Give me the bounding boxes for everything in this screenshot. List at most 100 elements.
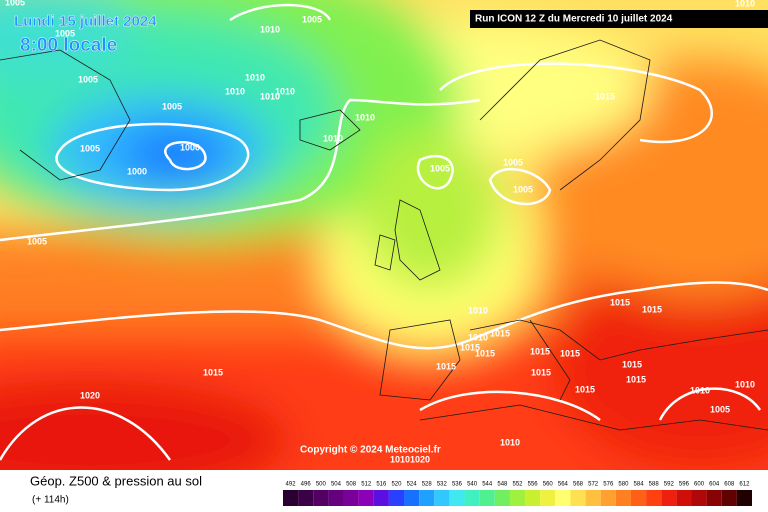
isobars: [0, 3, 768, 461]
legend-label: 508: [346, 482, 357, 488]
isobar-label: 1010: [390, 454, 410, 464]
isobar-label: 1015: [531, 367, 551, 377]
copyright: Copyright © 2024 Meteociel.fr: [300, 445, 441, 456]
isobar-label: 1005: [5, 0, 25, 7]
legend: 492 496 500 504 508 512 516 520 524 528 532 536 540 5…: [283, 482, 752, 506]
legend-swatch: [434, 490, 450, 506]
legend-swatch: [555, 490, 571, 506]
legend-label: 516: [376, 482, 387, 488]
isobar-label: 1015: [642, 304, 662, 314]
legend-label: 552: [512, 482, 523, 488]
legend-swatch: [479, 490, 495, 506]
isobar-label: 1015: [622, 359, 642, 369]
legend-swatch: [494, 490, 510, 506]
legend-label: 580: [618, 482, 629, 488]
legend-label: 492: [286, 482, 297, 488]
run-box: [470, 10, 768, 28]
isobar-label: 1015: [436, 361, 456, 371]
legend-label: 584: [634, 482, 645, 488]
isobar-label: 1005: [430, 163, 450, 173]
isobar-label: 1010: [245, 72, 265, 82]
isobar-label: 1000: [180, 142, 200, 152]
isobar-label: 1010: [468, 332, 488, 342]
legend-swatch: [691, 490, 707, 506]
legend-swatch: [585, 490, 601, 506]
legend-label: 528: [422, 482, 433, 488]
legend-label: 592: [664, 482, 675, 488]
legend-label: 568: [573, 482, 584, 488]
isobar-label: 1010: [275, 86, 295, 96]
isobar-label: 1015: [560, 348, 580, 358]
legend-swatch: [630, 490, 647, 506]
isobar-label: 1010: [500, 437, 520, 447]
legend-label: 544: [482, 482, 493, 488]
isobar-label: 1015: [595, 91, 615, 101]
isobar-label: 1010: [323, 133, 343, 143]
legend-label: 548: [497, 482, 508, 488]
legend-swatch: [328, 490, 344, 506]
coastlines: [0, 39, 768, 431]
isobar-label: 1010: [260, 24, 280, 34]
legend-label: 564: [558, 482, 569, 488]
isobar-label: 1010: [225, 86, 245, 96]
legend-label: 536: [452, 482, 463, 488]
footer-lead: (+ 114h): [32, 495, 69, 506]
legend-label: 596: [679, 482, 690, 488]
legend-swatch: [509, 490, 526, 506]
isobar-label: 1010: [260, 91, 280, 101]
legend-swatch: [464, 490, 480, 506]
legend-label: 520: [391, 482, 402, 488]
legend-swatch: [736, 490, 752, 506]
legend-swatch: [646, 490, 662, 506]
time-label: 8:00 locale: [20, 35, 117, 56]
legend-swatch: [570, 490, 586, 506]
legend-label: 588: [649, 482, 660, 488]
legend-swatch: [358, 490, 374, 506]
legend-swatch: [283, 490, 299, 506]
isobar-label: 1005: [162, 101, 182, 111]
legend-label: 504: [331, 482, 342, 488]
isobar-label: 1005: [55, 28, 75, 38]
isobar-label: 1015: [203, 367, 223, 377]
isobar-label: 1015: [530, 346, 550, 356]
isobar-label: 1010: [735, 379, 755, 389]
legend-swatch: [721, 490, 737, 506]
isobar-label: 1000: [127, 166, 147, 176]
isobar-label: 1015: [490, 328, 510, 338]
legend-label: 576: [603, 482, 614, 488]
legend-swatch: [540, 490, 556, 506]
isobar-label: 1020: [410, 454, 430, 464]
legend-swatch: [388, 490, 405, 506]
legend-label: 600: [694, 482, 705, 488]
legend-swatch: [449, 490, 465, 506]
legend-label: 540: [467, 482, 478, 488]
legend-label: 604: [709, 482, 720, 488]
isobar-label: 1010: [735, 0, 755, 8]
isobar-label: 1015: [610, 297, 630, 307]
legend-swatch: [404, 490, 420, 506]
isobar-label: 1015: [475, 348, 495, 358]
legend-label: 496: [301, 482, 312, 488]
legend-label: 572: [588, 482, 599, 488]
legend-swatch: [373, 490, 389, 506]
isobar-label: 1005: [80, 143, 100, 153]
legend-swatch: [676, 490, 692, 506]
isobar-label: 1015: [460, 342, 480, 352]
legend-swatch: [706, 490, 722, 506]
legend-swatch: [298, 490, 314, 506]
legend-swatch: [661, 490, 677, 506]
isobar-label: 1005: [302, 14, 322, 24]
legend-label: 500: [316, 482, 327, 488]
legend-swatch: [600, 490, 616, 506]
isobar-label: 1005: [513, 184, 533, 194]
legend-swatch: [343, 490, 359, 506]
isobar-label: 1005: [710, 404, 730, 414]
legend-swatch: [313, 490, 329, 506]
legend-label: 512: [361, 482, 372, 488]
legend-label: 608: [724, 482, 735, 488]
legend-swatch: [419, 490, 435, 506]
isobar-label: 1005: [27, 236, 47, 246]
